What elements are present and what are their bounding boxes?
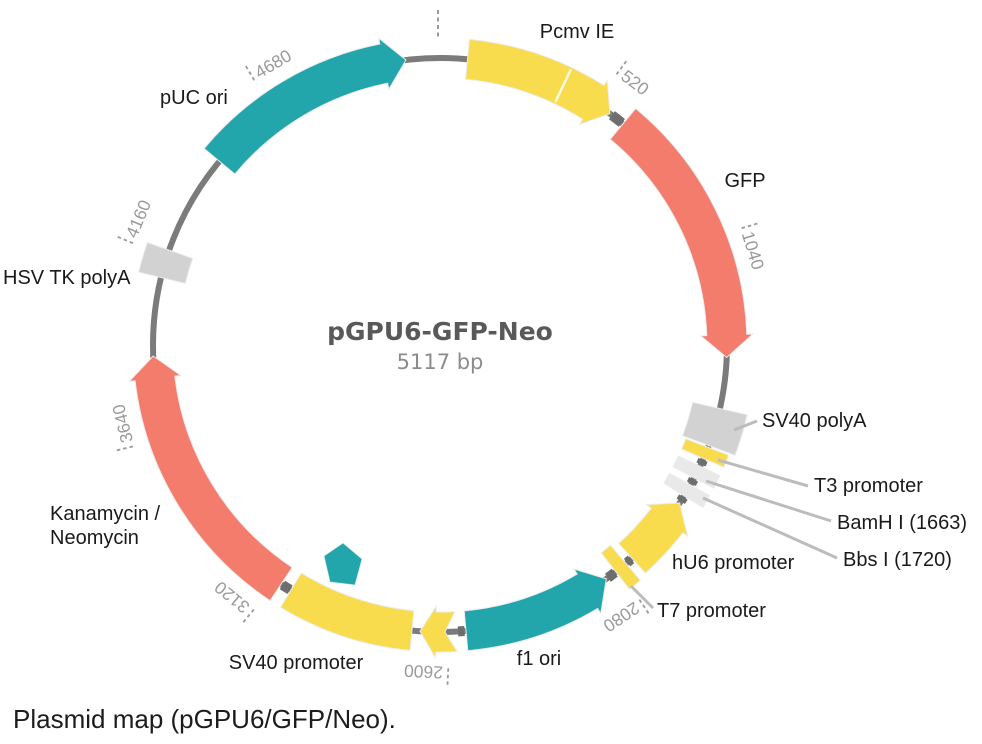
position-tick-520: 520 (614, 60, 653, 100)
label-bamhi-site: BamH I (1663) (837, 512, 967, 534)
leader-bbsi-site (702, 496, 838, 560)
label-puc-ori: pUC ori (160, 87, 228, 109)
feature-t7-promoter-band (600, 544, 642, 590)
position-tick-4160: 4160 (117, 197, 156, 245)
tick-dash (637, 597, 650, 614)
leader-bamhi-site (705, 479, 832, 523)
label-bbsi-site: Bbs I (1720) (843, 549, 952, 571)
backbone-connector (686, 477, 699, 487)
feature-kanamycin-neomycin (127, 355, 293, 602)
pentagon-marker (323, 542, 363, 586)
label-hu6-promoter: hU6 promoter (672, 552, 795, 574)
backbone-connector (608, 111, 625, 127)
feature-divider (554, 68, 572, 103)
leader-t3-promoter (717, 458, 809, 488)
label-hsv-tk-polya: HSV TK polyA (3, 267, 131, 289)
tick-dash (116, 445, 135, 452)
backbone-connector (279, 580, 293, 594)
tick-dash (117, 236, 135, 245)
label-kanamycin-neomycin-2: Neomycin (50, 527, 139, 549)
feature-sv40-polya (681, 401, 748, 456)
feature-puc-ori (203, 36, 407, 175)
label-sv40-promoter: SV40 promoter (229, 652, 364, 674)
tick-label: 4680 (251, 45, 295, 82)
tick-label: 2600 (403, 661, 443, 683)
figure-caption: Plasmid map (pGPU6/GFP/Neo). (13, 704, 396, 734)
feature-gfp (609, 107, 755, 359)
tick-label: 1040 (738, 229, 768, 272)
feature-f1-ori (463, 568, 607, 652)
tick-label: 2080 (599, 598, 643, 636)
leader-sv40-polya (733, 419, 758, 432)
feature-t3-promoter-band (680, 438, 730, 468)
leader-t7-promoter (629, 584, 655, 610)
position-tick-2080: 2080 (599, 597, 650, 636)
backbone-connector (696, 457, 708, 467)
position-tick-2600: 2600 (403, 661, 450, 685)
tick-dash (245, 65, 256, 82)
label-t3-promoter: T3 promoter (814, 475, 923, 497)
feature-sv40-promoter-arrow (419, 604, 458, 660)
plasmid-name: pGPU6-GFP-Neo (327, 317, 553, 346)
feature-hsv-tk-polya (138, 241, 194, 285)
tick-label: 520 (617, 66, 653, 100)
position-tick-1040: 1040 (738, 222, 768, 272)
tick-label: 3640 (108, 402, 137, 445)
label-sv40-polya: SV40 polyA (762, 410, 867, 432)
backbone-connector (676, 494, 688, 505)
label-kanamycin-neomycin: Kanamycin / (50, 503, 160, 525)
tick-dash (614, 60, 628, 77)
backbone-connector (604, 568, 618, 582)
tick-dash (446, 666, 450, 685)
tick-label: 4160 (122, 197, 156, 241)
label-gfp: GFP (724, 170, 765, 192)
label-pcmv-ie: Pcmv IE (540, 21, 614, 43)
tick-dash (739, 222, 758, 230)
label-f1-ori: f1 ori (517, 648, 561, 670)
label-t7-promoter: T7 promoter (657, 600, 766, 622)
feature-pcmv-ie (465, 38, 611, 126)
feature-sv40-promoter-arc (279, 572, 415, 652)
backbone-connector (623, 555, 635, 567)
plasmid-size: 5117 bp (397, 350, 484, 374)
tick-dash (242, 607, 256, 623)
position-tick-3640: 3640 (108, 402, 137, 452)
feature-hu6-promoter (617, 502, 689, 574)
